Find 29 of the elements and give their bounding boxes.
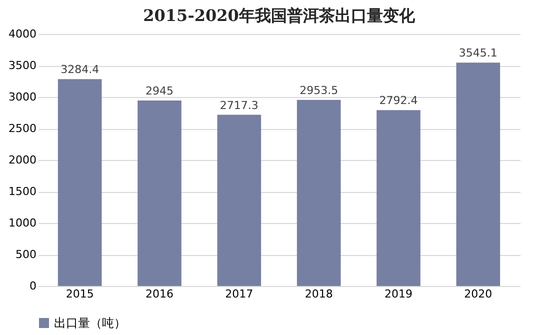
bar	[296, 100, 341, 286]
bar	[58, 79, 102, 286]
bar	[376, 110, 420, 286]
data-label: 2945	[145, 84, 174, 98]
y-tick-label: 4000	[8, 28, 36, 40]
y-tick-label: 3500	[8, 59, 36, 72]
data-label: 3545.1	[458, 46, 498, 60]
data-label: 3284.4	[60, 63, 100, 76]
bar	[456, 62, 500, 286]
x-tick-label: 2018	[304, 288, 333, 300]
chart-title: 2015-2020年我国普洱茶出口量变化	[143, 6, 416, 25]
y-tick-label: 2500	[8, 122, 36, 135]
x-tick-label: 2015	[66, 288, 94, 300]
x-tick-label: 2016	[145, 288, 174, 300]
x-tick-label: 2017	[225, 288, 254, 300]
y-tick-label: 1500	[8, 185, 36, 198]
y-tick-label: 0	[30, 280, 36, 292]
bar	[217, 114, 262, 286]
data-label: 2792.4	[379, 94, 418, 108]
data-label: 2717.3	[220, 98, 258, 112]
data-label: 2953.5	[300, 84, 338, 97]
y-tick-label: 3000	[8, 90, 36, 104]
y-tick-label: 2000	[8, 154, 36, 166]
legend-label: 出口量（吨）	[54, 316, 126, 330]
x-tick-label: 2020	[464, 288, 492, 300]
y-tick-label: 500	[16, 248, 36, 261]
x-tick-label: 2019	[384, 288, 413, 300]
y-tick-label: 1000	[8, 216, 36, 230]
bar	[138, 100, 182, 286]
